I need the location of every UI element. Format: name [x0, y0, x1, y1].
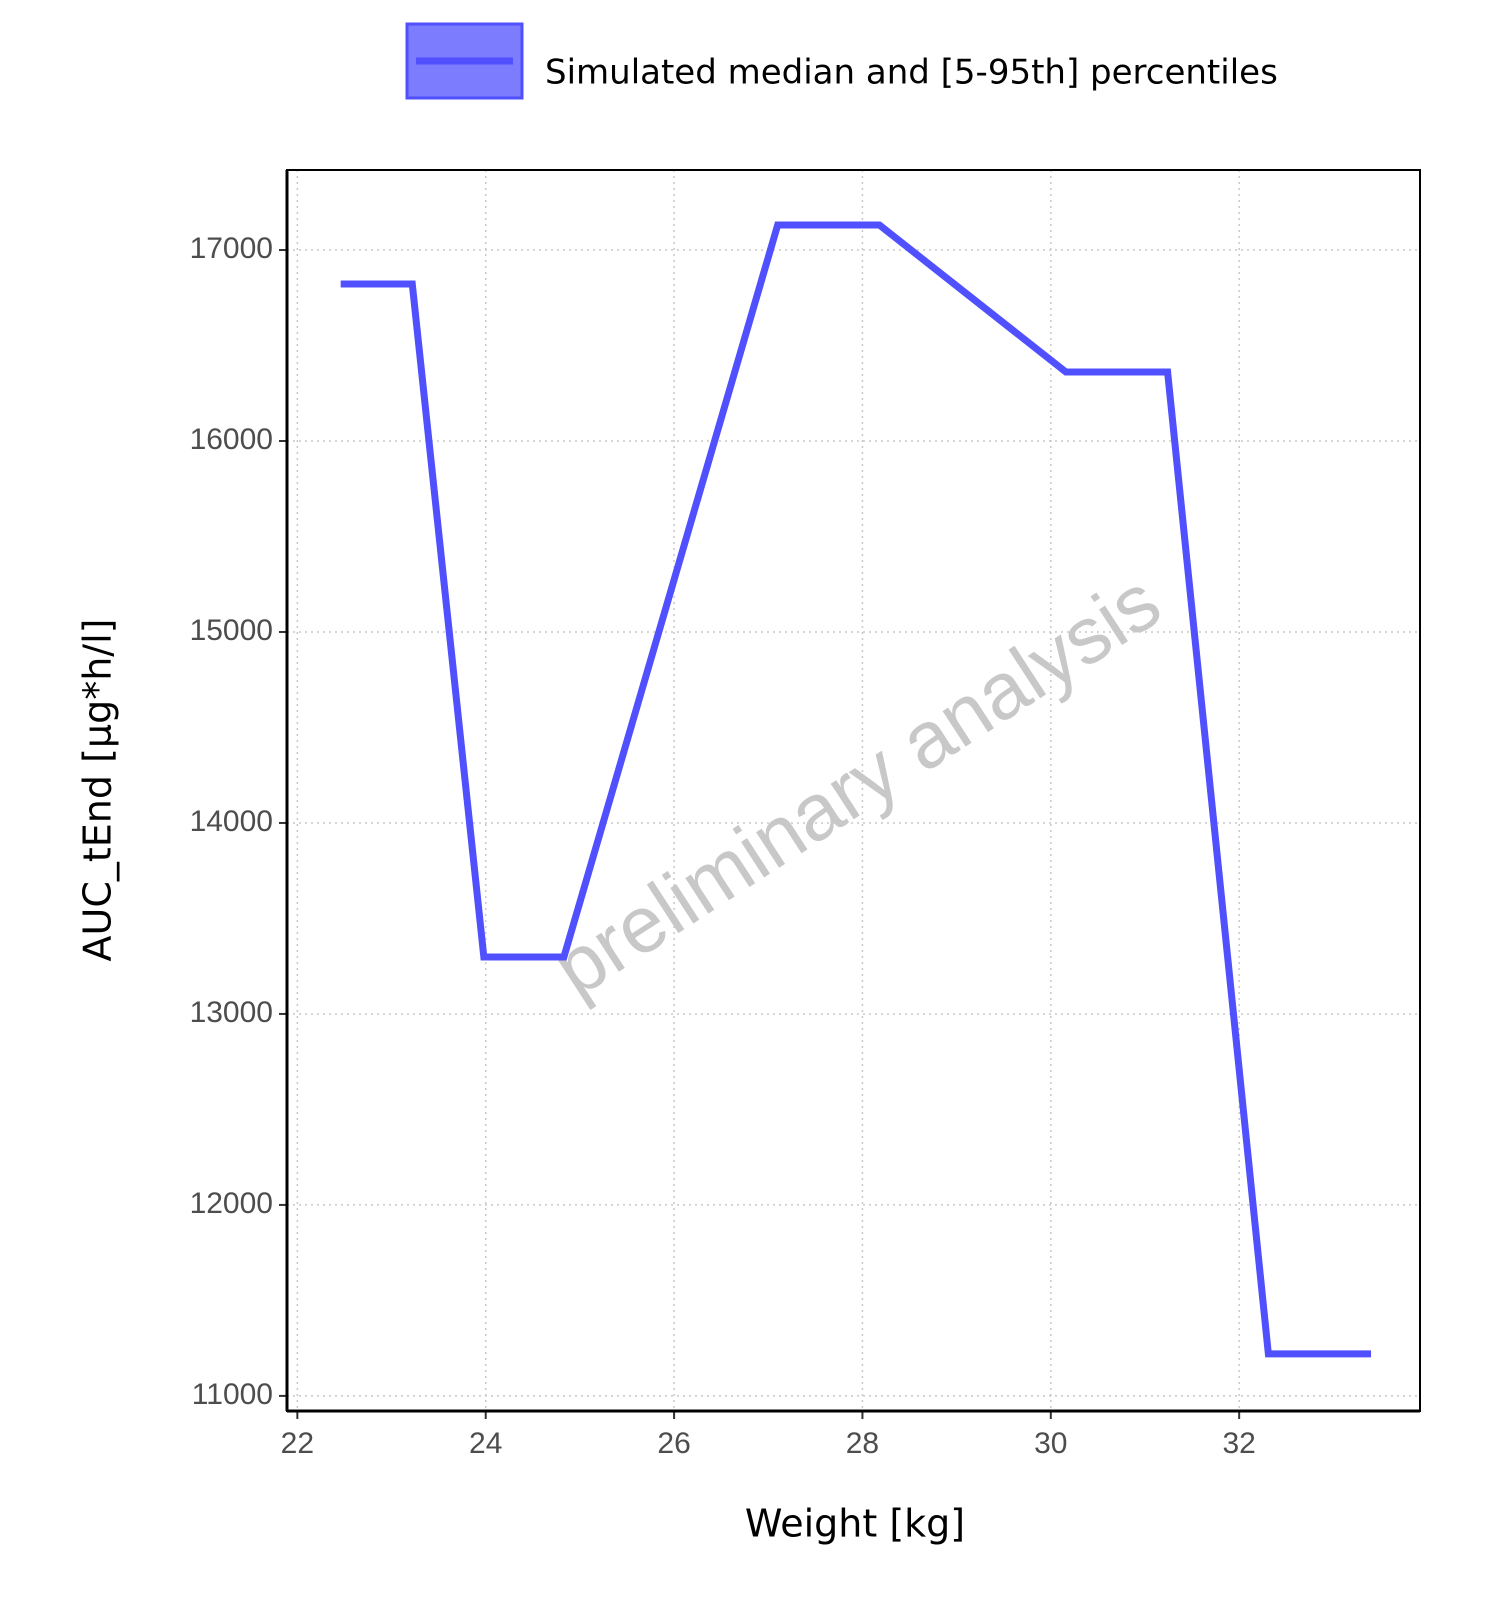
x-tick-label: 32 [1222, 1427, 1255, 1460]
x-tick-label: 30 [1034, 1427, 1067, 1460]
y-axis-title: AUC_tEnd [µg*h/l] [76, 619, 120, 962]
y-tick-label: 17000 [190, 232, 273, 265]
data-line [340, 221, 1372, 1358]
x-tick-label: 26 [657, 1427, 690, 1460]
x-tick-label: 28 [846, 1427, 879, 1460]
y-tick-label: 14000 [190, 805, 273, 838]
y-tick-label: 15000 [190, 614, 273, 647]
y-tick-label: 12000 [190, 1187, 273, 1220]
x-tick-label: 24 [469, 1427, 502, 1460]
y-tick-label: 16000 [190, 423, 273, 456]
y-tick-label: 11000 [192, 1378, 273, 1411]
x-axis-title: Weight [kg] [745, 1502, 965, 1546]
x-tick-label: 22 [281, 1427, 314, 1460]
legend-label: Simulated median and [5-95th] percentile… [545, 53, 1278, 93]
y-tick-label: 13000 [190, 996, 273, 1029]
